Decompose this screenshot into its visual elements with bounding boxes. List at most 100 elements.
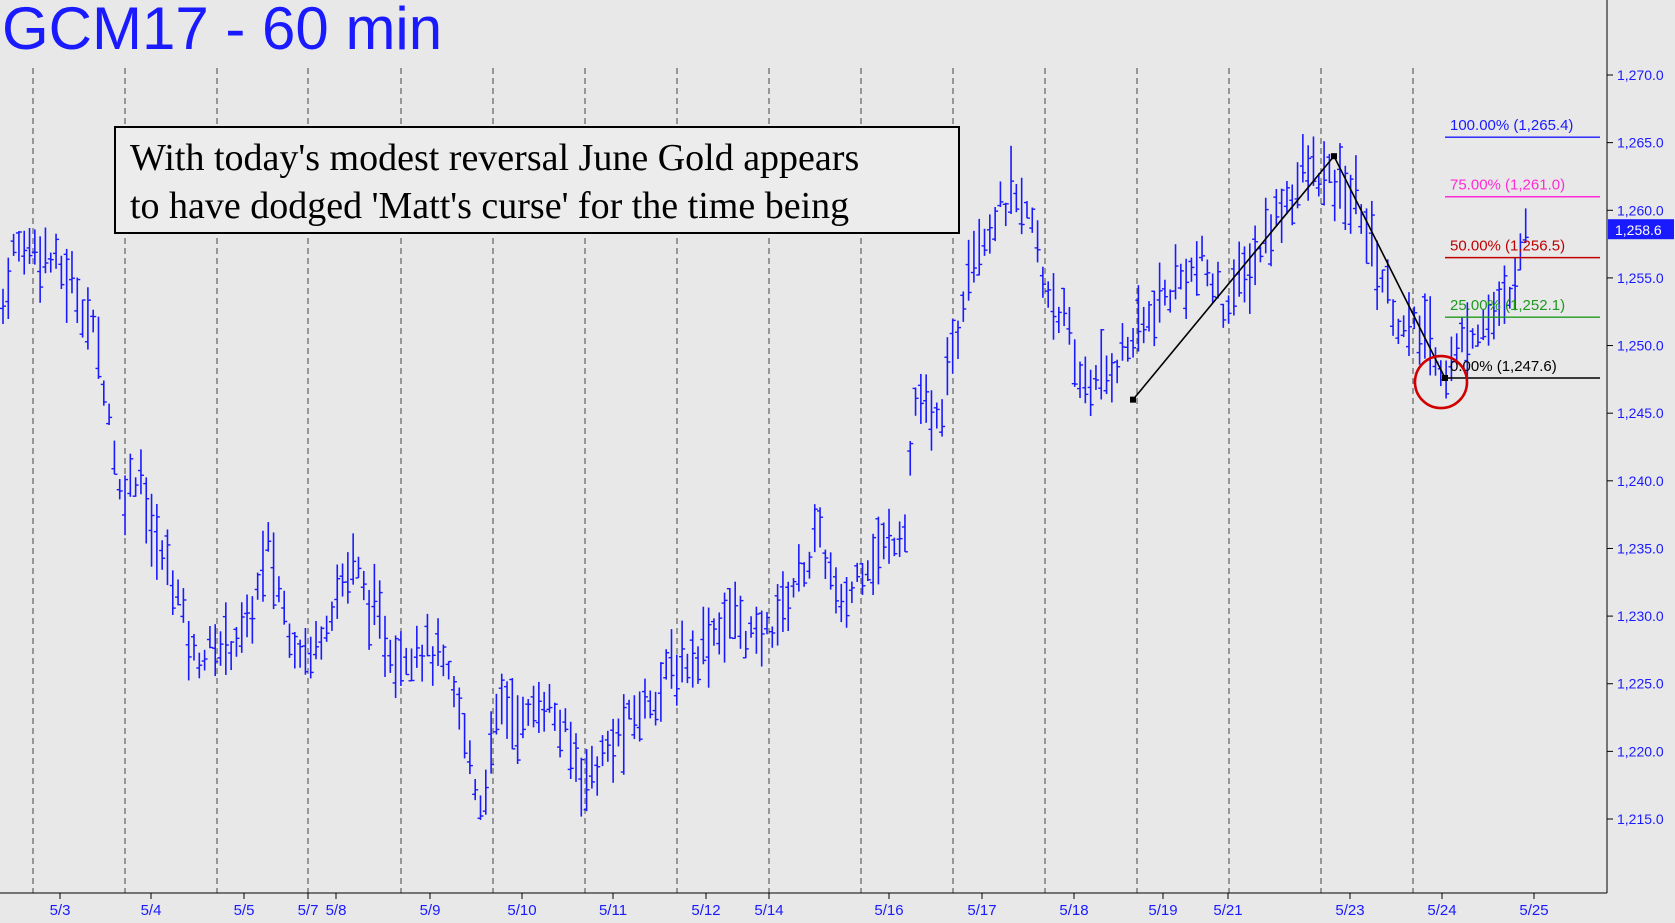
ohlc-bar [838,583,845,623]
ohlc-bar [419,644,426,682]
ohlc-bar [270,532,277,610]
ohlc-bar [42,227,49,274]
ohlc-bar [164,529,171,586]
ohlc-bar [785,581,792,632]
ohlc-bar [1151,290,1158,347]
swing-point [1331,153,1337,160]
fibonacci-levels: 100.00% (1,265.4) 75.00% (1,261.0) 50.00% … [1445,117,1600,379]
ohlc-bar [47,252,54,273]
fib-level: 25.00% (1,252.1) [1445,297,1600,318]
y-tick-label: 1,265.0 [1617,135,1664,151]
ohlc-bar [217,631,224,666]
ohlc-bar [58,255,65,290]
ohlc-bar [498,673,505,725]
ohlc-bar [445,660,452,680]
y-tick-label: 1,225.0 [1617,676,1664,692]
ohlc-bar [5,257,12,319]
ohlc-bar [1315,173,1322,197]
ohlc-bar [1522,208,1529,243]
ohlc-bar [668,629,675,689]
x-tick-label: 5/3 [50,902,71,919]
ohlc-bar [588,745,595,789]
ohlc-bar [387,639,394,673]
ohlc-bar [1427,296,1434,376]
x-tick-label: 5/21 [1213,902,1242,919]
ohlc-bar [1209,273,1216,304]
ohlc-bar [1130,328,1137,358]
ohlc-bar [265,522,272,552]
ohlc-bar [514,695,521,765]
ohlc-bar [382,615,388,677]
fib-label: 75.00% (1,261.0) [1450,177,1565,194]
ohlc-bar [350,533,357,585]
ohlc-bar [238,602,245,653]
ohlc-bar [1230,259,1237,316]
x-tick-label: 5/25 [1519,902,1548,919]
y-axis: 1,215.0 1,220.0 1,225.0 1,230.0 1,235.0 1,240… [0,0,1664,894]
ohlc-bar [599,735,606,767]
ohlc-bar [562,708,569,733]
fib-label: 50.00% (1,256.5) [1450,238,1565,255]
fib-label: 100.00% (1,265.4) [1450,117,1573,134]
ohlc-bar [1050,273,1057,340]
last-price-label: 1,258.6 [1615,222,1662,238]
ohlc-bar [1347,174,1354,234]
x-tick-label: 5/23 [1335,902,1364,919]
ohlc-bar [705,607,712,688]
ohlc-bar [286,623,293,658]
ohlc-bar [647,690,654,719]
ohlc-bar [1177,263,1184,290]
ohlc-bar [594,756,601,796]
ohlc-bar [344,552,351,604]
ohlc-bar [159,540,166,570]
ohlc-bar [1029,207,1036,233]
ohlc-bar [1146,301,1152,332]
ohlc-bar [928,390,935,451]
x-tick-label: 5/24 [1427,902,1456,919]
ohlc-bar [435,618,442,666]
y-tick-label: 1,270.0 [1617,67,1664,83]
ohlc-bar [912,387,919,416]
ohlc-bar [323,615,330,642]
y-tick-label: 1,230.0 [1617,608,1664,624]
ohlc-bar [880,522,887,560]
ohlc-bar [1018,177,1025,235]
ohlc-bar [84,287,91,350]
ohlc-bar [737,595,744,649]
ohlc-bar [212,624,219,677]
y-tick-label: 1,245.0 [1617,405,1664,421]
ohlc-bar [1045,281,1052,308]
ohlc-bar [997,181,1004,208]
ohlc-bar [1395,318,1402,345]
x-tick-label: 5/5 [234,902,255,919]
ohlc-bar [896,521,903,557]
ohlc-bar [254,572,261,600]
ohlc-bar [710,618,717,646]
price-bars [0,134,1529,820]
x-axis: 5/3 5/4 5/5 5/7 5/8 5/9 5/10 5/11 5/12 5/14 5/16 5/… [50,893,1549,919]
ohlc-bar [917,373,924,424]
y-tick-label: 1,260.0 [1617,202,1664,218]
annotation-line-1: With today's modest reversal June Gold a… [130,137,860,179]
ohlc-bar [1252,225,1259,286]
ohlc-bar [26,227,33,264]
ohlc-bar [1061,287,1068,327]
ohlc-bar [376,580,383,639]
swing-line [1132,154,1446,401]
ohlc-bar [1405,292,1412,356]
ohlc-bar [1071,339,1078,387]
ohlc-bar [535,681,542,733]
ohlc-bar [1098,328,1105,400]
ohlc-bar [1220,303,1227,328]
ohlc-bar [429,646,436,686]
ohlc-bar [111,440,118,475]
ohlc-bar [1077,361,1084,399]
ohlc-bar [456,687,463,730]
ohlc-bar [1342,165,1349,231]
ohlc-bar [461,712,468,759]
ohlc-bar [716,612,723,655]
ohlc-bar [1326,153,1333,184]
ohlc-bar [201,649,208,671]
ohlc-bar [90,309,97,333]
ohlc-bar [132,477,139,497]
